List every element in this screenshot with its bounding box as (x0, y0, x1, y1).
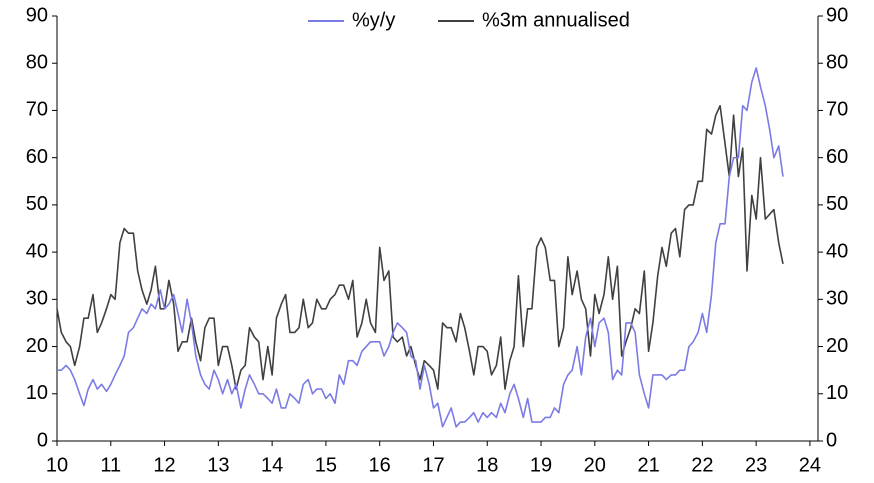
x-tick-label: 11 (100, 454, 121, 476)
y2-tick-label: 80 (826, 52, 848, 74)
x-tick-label: 16 (369, 454, 391, 476)
y-tick-label: 40 (26, 240, 48, 262)
y-tick-label: 70 (26, 99, 48, 121)
legend-label: %3m annualised (482, 9, 630, 31)
x-tick-label: 23 (745, 454, 767, 476)
x-tick-label: 22 (691, 454, 713, 476)
y2-tick-label: 10 (826, 382, 848, 404)
x-tick-label: 10 (46, 454, 68, 476)
legend-label: %y/y (352, 9, 395, 31)
y2-tick-label: 60 (826, 146, 848, 168)
x-tick-label: 15 (315, 454, 337, 476)
series-line (56, 104, 784, 390)
y2-tick-label: 50 (826, 193, 848, 215)
y-tick-label: 80 (26, 52, 48, 74)
series-line (57, 67, 784, 428)
y-tick-label: 60 (26, 146, 48, 168)
y-tick-label: 20 (26, 335, 48, 357)
x-tick-label: 24 (799, 454, 821, 476)
x-tick-label: 14 (261, 454, 283, 476)
y2-tick-label: 70 (826, 99, 848, 121)
y-tick-label: 10 (26, 382, 48, 404)
y-tick-label: 90 (26, 4, 48, 26)
x-tick-label: 20 (584, 454, 606, 476)
y2-tick-label: 90 (826, 4, 848, 26)
x-tick-label: 19 (530, 454, 552, 476)
x-tick-label: 21 (637, 454, 659, 476)
x-tick-label: 12 (153, 454, 175, 476)
x-tick-label: 18 (476, 454, 498, 476)
y2-tick-label: 30 (826, 288, 848, 310)
y2-tick-label: 20 (826, 335, 848, 357)
y2-tick-label: 40 (826, 240, 848, 262)
y-tick-label: 50 (26, 193, 48, 215)
y-tick-label: 0 (37, 429, 48, 451)
x-tick-label: 17 (422, 454, 444, 476)
x-tick-label: 13 (207, 454, 229, 476)
y2-tick-label: 0 (826, 429, 837, 451)
y-tick-label: 30 (26, 288, 48, 310)
